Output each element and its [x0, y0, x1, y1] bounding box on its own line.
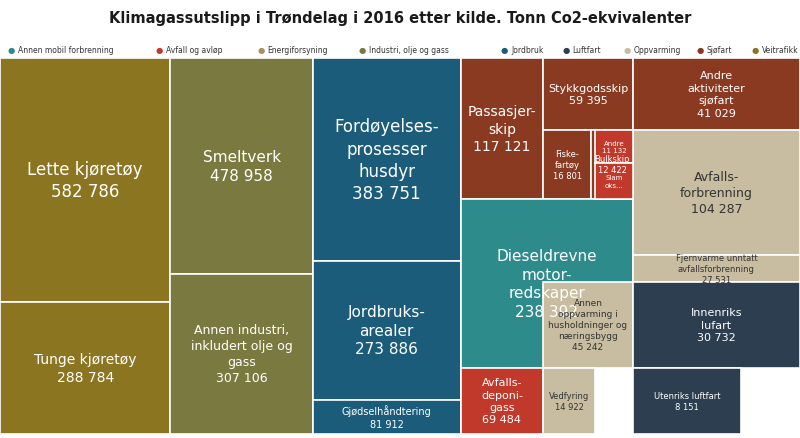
Bar — [633, 256, 800, 282]
Text: Lette kjøretøy
582 786: Lette kjøretøy 582 786 — [27, 161, 143, 201]
Text: Innenriks
lufart
30 732: Innenriks lufart 30 732 — [690, 307, 742, 343]
Bar — [595, 164, 633, 200]
Bar — [461, 59, 543, 200]
Text: ●: ● — [562, 46, 570, 55]
Text: Avfall og avløp: Avfall og avløp — [166, 46, 222, 55]
Bar — [595, 130, 633, 164]
Text: ●: ● — [752, 46, 759, 55]
Bar — [633, 282, 800, 368]
Text: ●: ● — [156, 46, 163, 55]
Text: Stykkgodsskip
59 395: Stykkgodsskip 59 395 — [548, 84, 628, 106]
Text: Smeltverk
478 958: Smeltverk 478 958 — [202, 150, 281, 184]
Text: ●: ● — [8, 46, 15, 55]
Text: Jordbruk: Jordbruk — [511, 46, 543, 55]
Bar — [313, 400, 461, 434]
Text: Dieseldrevne
motor-
redskaper
238 392: Dieseldrevne motor- redskaper 238 392 — [497, 248, 597, 319]
Text: ●: ● — [623, 46, 630, 55]
Text: Vedfyring
14 922: Vedfyring 14 922 — [549, 391, 590, 411]
Bar — [0, 303, 170, 434]
Text: Avfalls-
forbrenning
104 287: Avfalls- forbrenning 104 287 — [680, 170, 753, 215]
Text: ●: ● — [696, 46, 703, 55]
Bar — [633, 130, 800, 256]
Text: Bulkskip
12 422: Bulkskip 12 422 — [594, 155, 630, 175]
Bar — [543, 368, 595, 434]
Text: Andre
aktiviteter
sjøfart
41 029: Andre aktiviteter sjøfart 41 029 — [687, 71, 746, 118]
Bar — [170, 59, 313, 275]
Text: Slam
oks...: Slam oks... — [605, 175, 623, 188]
Text: Industri, olje og gass: Industri, olje og gass — [370, 46, 449, 55]
Bar — [591, 130, 633, 200]
Text: Veitrafikk: Veitrafikk — [762, 46, 798, 55]
Bar — [0, 59, 170, 303]
Text: Oppvarming: Oppvarming — [634, 46, 681, 55]
Text: Fiske-
fartøy
16 801: Fiske- fartøy 16 801 — [553, 149, 582, 180]
Text: Klimagassutslipp i Trøndelag i 2016 etter kilde. Tonn Co2-ekvivalenter: Klimagassutslipp i Trøndelag i 2016 ette… — [109, 11, 691, 26]
Bar — [543, 59, 633, 130]
Bar — [543, 130, 591, 200]
Bar — [461, 368, 543, 434]
Text: Luftfart: Luftfart — [573, 46, 601, 55]
Text: Passasjer-
skip
117 121: Passasjer- skip 117 121 — [468, 105, 536, 154]
Text: Andre
11 132: Andre 11 132 — [602, 141, 626, 154]
Bar — [633, 59, 800, 130]
Bar — [633, 368, 741, 434]
Text: Tunge kjøretøy
288 784: Tunge kjøretøy 288 784 — [34, 353, 137, 384]
Text: Jordbruks-
arealer
273 886: Jordbruks- arealer 273 886 — [348, 304, 426, 357]
Bar — [313, 59, 461, 261]
Text: Gjødselhåndtering
81 912: Gjødselhåndtering 81 912 — [342, 405, 432, 429]
Text: ●: ● — [258, 46, 265, 55]
Text: Utenriks luftfart
8 151: Utenriks luftfart 8 151 — [654, 391, 720, 411]
Text: Annen
oppvarming i
husholdninger og
næringsbygg
45 242: Annen oppvarming i husholdninger og næri… — [549, 298, 627, 352]
Bar — [313, 261, 461, 400]
Bar — [461, 200, 633, 368]
Text: ●: ● — [359, 46, 366, 55]
Text: Fjernvarme unntatt
avfallsforbrenning
27 531: Fjernvarme unntatt avfallsforbrenning 27… — [675, 253, 758, 284]
Text: Fordøyelses-
prosesser
husdyr
383 751: Fordøyelses- prosesser husdyr 383 751 — [334, 118, 439, 202]
Text: Avfalls-
deponi-
gass
69 484: Avfalls- deponi- gass 69 484 — [481, 377, 523, 424]
Text: ●: ● — [501, 46, 508, 55]
Bar — [170, 275, 313, 434]
Text: Annen mobil forbrenning: Annen mobil forbrenning — [18, 46, 114, 55]
Bar — [543, 282, 633, 368]
Text: Sjøfart: Sjøfart — [706, 46, 732, 55]
Text: Annen industri,
inkludert olje og
gass
307 106: Annen industri, inkludert olje og gass 3… — [190, 324, 293, 385]
Text: Energiforsyning: Energiforsyning — [268, 46, 328, 55]
